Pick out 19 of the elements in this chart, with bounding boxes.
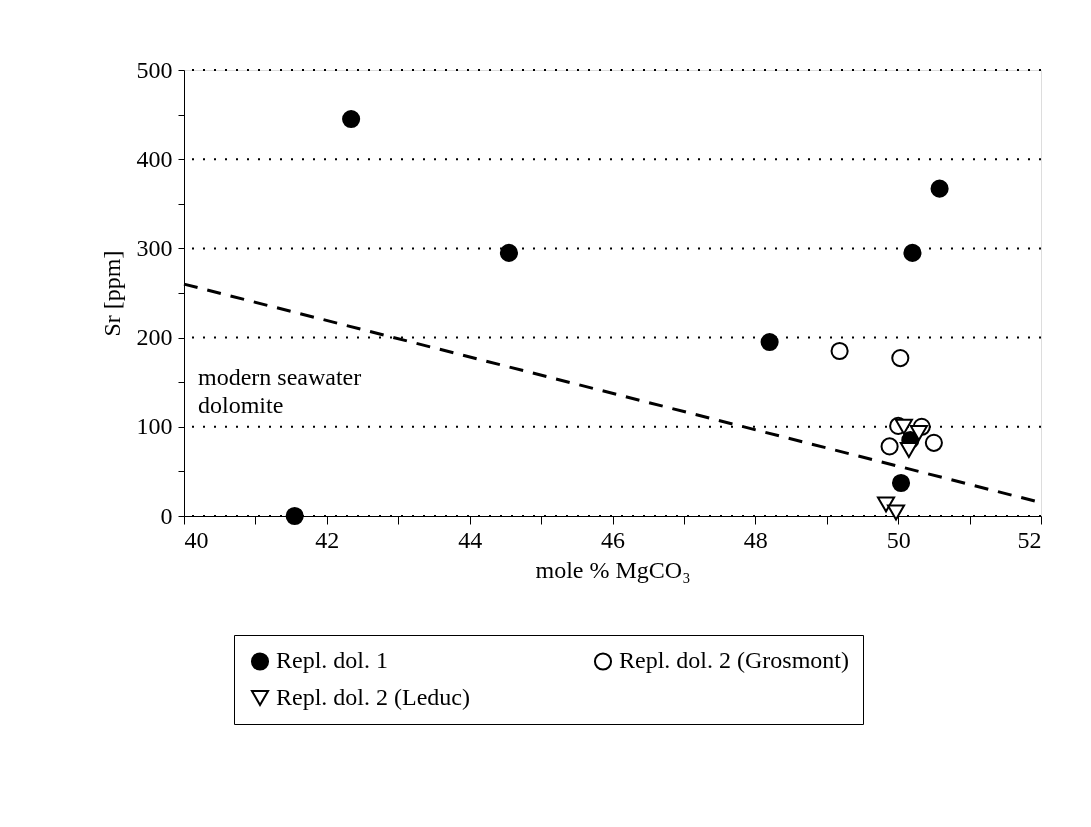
y-tick-label: 500 bbox=[136, 56, 173, 83]
x-tick-label: 44 bbox=[458, 526, 483, 553]
legend-label: Repl. dol. 2 (Grosmont) bbox=[619, 647, 849, 674]
x-tick-label: 46 bbox=[601, 526, 625, 553]
x-tick-label: 52 bbox=[1017, 526, 1042, 553]
y-axis-title: Sr [ppm] bbox=[98, 250, 125, 337]
y-tick-label: 400 bbox=[136, 145, 173, 172]
x-axis-title: mole % MgCO₃ bbox=[535, 556, 691, 583]
x-tick-label: 48 bbox=[743, 526, 768, 553]
annotation: modern seawater dolomite bbox=[198, 364, 362, 418]
y-tick-label: 300 bbox=[136, 234, 173, 261]
y-tick-label: 100 bbox=[136, 413, 173, 440]
legend-label: Repl. dol. 2 (Leduc) bbox=[276, 684, 470, 710]
x-tick-label: 50 bbox=[886, 526, 911, 553]
legend-label: Repl. dol. 1 bbox=[276, 647, 388, 674]
y-tick-label: 200 bbox=[136, 324, 173, 351]
y-tick-label: 0 bbox=[160, 502, 173, 529]
x-tick-label: 42 bbox=[315, 526, 340, 553]
x-tick-label: 40 bbox=[184, 526, 209, 553]
